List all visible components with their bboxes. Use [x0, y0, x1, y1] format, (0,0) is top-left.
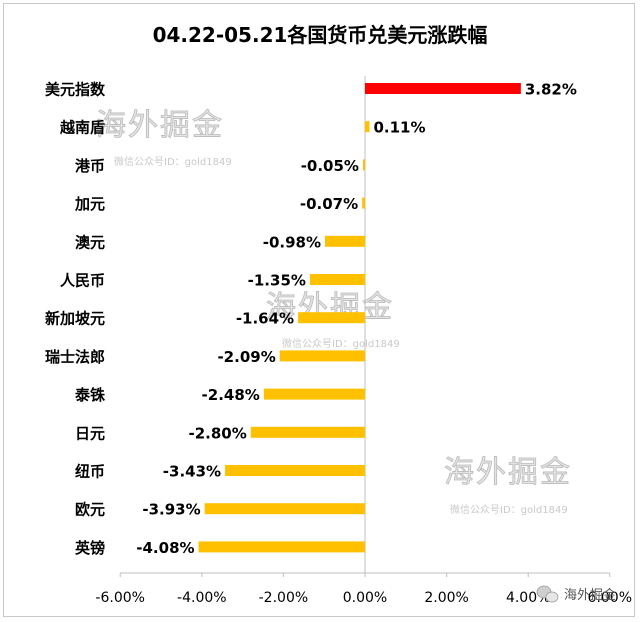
data-label: -2.80%: [188, 424, 246, 442]
chart: 04.22-05.21各国货币兑美元涨跌幅 海外掘金 微信公众号ID：gold1…: [45, 23, 632, 606]
category-label: 港币: [75, 157, 105, 175]
data-label: -0.05%: [301, 157, 359, 175]
plot-area: 美元指数 3.82% 越南盾 0.11% 港币 -0.05% 加元 -0.07% 澳元 -0.98…: [45, 76, 632, 606]
data-label: -0.98%: [263, 233, 321, 251]
data-label: -3.93%: [142, 501, 200, 519]
watermark-subtitle: 微信公众号ID：gold1849: [450, 503, 568, 516]
category-label: 人民币: [60, 272, 105, 290]
bar: [309, 274, 365, 285]
data-label: -2.09%: [217, 348, 275, 366]
category-label: 越南盾: [59, 119, 105, 137]
category-label: 欧元: [75, 501, 105, 519]
watermark-name: 海外掘金: [444, 455, 572, 490]
wechat-icon: [536, 585, 559, 603]
watermark-badge: 海外掘金: [536, 585, 616, 603]
bar: [225, 465, 365, 476]
watermark-subtitle: 微信公众号ID：gold1849: [114, 155, 232, 168]
x-tick-label: 6.00%: [588, 590, 632, 606]
data-label: 0.11%: [373, 119, 425, 137]
category-label: 美元指数: [45, 81, 106, 99]
category-label: 澳元: [75, 233, 105, 251]
data-label: -1.64%: [236, 310, 294, 328]
category-label: 泰铢: [74, 386, 106, 404]
bar: [204, 503, 365, 515]
category-label: 瑞士法郎: [45, 348, 105, 366]
bar: [198, 541, 365, 553]
x-tick-label: -2.00%: [259, 590, 309, 606]
x-tick-label: -6.00%: [95, 590, 145, 606]
bar: [298, 312, 365, 324]
data-label: -4.08%: [136, 539, 194, 557]
data-label: 3.82%: [525, 81, 577, 99]
x-tick-label: -4.00%: [177, 590, 227, 606]
bar: [365, 121, 370, 133]
category-label: 纽币: [75, 463, 105, 481]
category-label: 加元: [74, 195, 105, 213]
chart-title: 04.22-05.21各国货币兑美元涨跌幅: [153, 23, 488, 47]
bar: [362, 159, 365, 171]
data-label: -1.35%: [248, 272, 306, 290]
data-label: -0.07%: [300, 195, 358, 213]
watermark-badge-label: 海外掘金: [564, 587, 616, 603]
bar: [325, 235, 365, 247]
bar: [365, 83, 521, 94]
data-label: -2.48%: [202, 386, 260, 404]
watermark-subtitle: 微信公众号ID：gold1849: [282, 337, 400, 350]
bar: [279, 350, 365, 362]
chart-frame: 04.22-05.21各国货币兑美元涨跌幅 海外掘金 微信公众号ID：gold1…: [3, 3, 635, 617]
x-tick-label: 2.00%: [424, 590, 468, 606]
bar: [362, 197, 365, 209]
bar: [263, 388, 365, 400]
x-tick-label: 0.00%: [343, 590, 387, 606]
watermark-name: 海外掘金: [96, 108, 224, 143]
category-label: 新加坡元: [45, 310, 105, 328]
bar: [250, 426, 365, 438]
data-label: -3.43%: [163, 463, 221, 481]
category-label: 日元: [75, 424, 105, 442]
category-label: 英镑: [75, 539, 105, 557]
